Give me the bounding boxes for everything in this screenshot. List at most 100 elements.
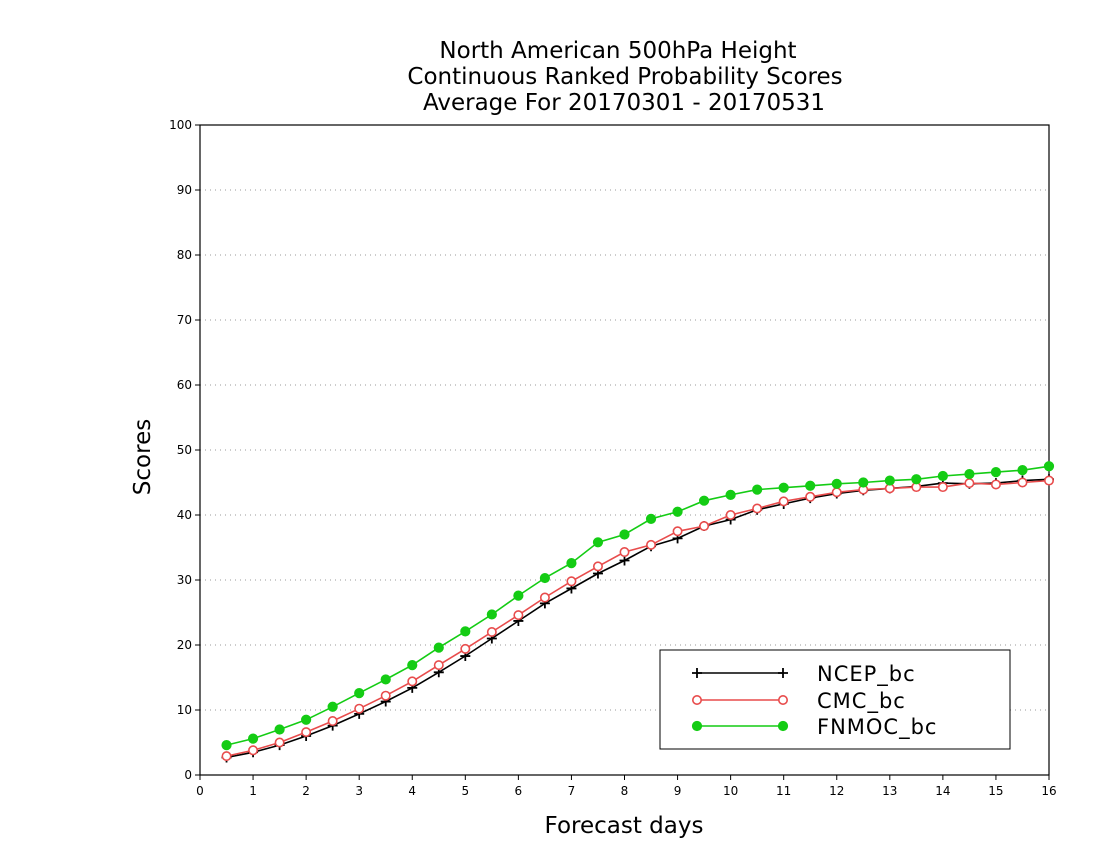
x-tick-label: 2 bbox=[302, 784, 310, 798]
data-point-cmc-bc bbox=[354, 703, 365, 714]
chart-title: North American 500hPa Height Continuous … bbox=[407, 38, 842, 116]
legend-item-ncep-bc: NCEP_bc bbox=[692, 662, 916, 687]
x-tick-label: 12 bbox=[829, 784, 844, 798]
x-tick-label: 14 bbox=[935, 784, 950, 798]
y-tick-label: 20 bbox=[177, 638, 192, 652]
data-point-cmc-bc bbox=[831, 487, 842, 498]
data-point-fnmoc-bc bbox=[778, 482, 789, 493]
data-point-fnmoc-bc bbox=[911, 474, 922, 485]
y-tick-label: 0 bbox=[184, 768, 192, 782]
data-point-cmc-bc bbox=[672, 526, 683, 537]
title-line-2: Continuous Ranked Probability Scores bbox=[407, 64, 842, 90]
data-point-fnmoc-bc bbox=[698, 495, 710, 506]
x-tick-label: 4 bbox=[408, 784, 416, 798]
x-axis-ticks: 0 1 2 3 4 5 6 7 8 9 10 11 12 13 14 15 16 bbox=[196, 775, 1057, 798]
data-point-fnmoc-bc bbox=[1017, 465, 1028, 476]
data-point-cmc-bc bbox=[937, 482, 948, 493]
data-point-cmc-bc bbox=[460, 643, 471, 654]
data-point-cmc-bc bbox=[699, 521, 710, 532]
data-point-fnmoc-bc bbox=[221, 740, 232, 751]
legend-item-cmc-bc: CMC_bc bbox=[691, 689, 906, 714]
data-point-cmc-bc bbox=[1017, 477, 1028, 488]
y-tick-label: 30 bbox=[177, 573, 192, 587]
y-tick-label: 70 bbox=[177, 313, 192, 327]
x-tick-label: 13 bbox=[882, 784, 897, 798]
data-point-cmc-bc bbox=[433, 660, 444, 671]
data-series bbox=[221, 461, 1055, 763]
x-tick-label: 9 bbox=[674, 784, 682, 798]
data-point-fnmoc-bc bbox=[433, 642, 444, 653]
data-point-fnmoc-bc bbox=[486, 609, 497, 620]
legend-label: NCEP_bc bbox=[817, 662, 916, 687]
data-point-fnmoc-bc bbox=[672, 506, 683, 517]
legend-marker bbox=[691, 720, 703, 732]
legend-marker bbox=[692, 668, 702, 678]
x-tick-label: 6 bbox=[515, 784, 523, 798]
legend-marker bbox=[777, 720, 789, 732]
x-tick-label: 1 bbox=[249, 784, 257, 798]
data-point-fnmoc-bc bbox=[831, 478, 842, 489]
y-tick-label: 10 bbox=[177, 703, 192, 717]
data-point-cmc-bc bbox=[301, 727, 312, 738]
data-point-cmc-bc bbox=[566, 576, 577, 587]
data-point-fnmoc-bc bbox=[354, 688, 365, 699]
y-axis-label: Scores bbox=[130, 419, 156, 495]
legend-label: FNMOC_bc bbox=[817, 715, 937, 740]
data-point-cmc-bc bbox=[619, 547, 630, 558]
data-point-fnmoc-bc bbox=[645, 513, 657, 525]
data-point-fnmoc-bc bbox=[725, 489, 736, 500]
data-point-fnmoc-bc bbox=[460, 626, 471, 637]
x-tick-label: 11 bbox=[776, 784, 791, 798]
series-fnmoc-bc bbox=[221, 461, 1055, 751]
x-tick-label: 7 bbox=[568, 784, 576, 798]
title-line-1: North American 500hPa Height bbox=[439, 38, 796, 64]
data-point-ncep-bc bbox=[619, 555, 630, 566]
data-point-cmc-bc bbox=[407, 676, 418, 687]
legend-marker bbox=[778, 668, 788, 678]
x-tick-label: 16 bbox=[1041, 784, 1056, 798]
x-tick-label: 5 bbox=[461, 784, 469, 798]
x-tick-label: 8 bbox=[621, 784, 629, 798]
data-point-fnmoc-bc bbox=[592, 537, 604, 548]
x-tick-label: 3 bbox=[355, 784, 363, 798]
y-axis-ticks: 0 10 20 30 40 50 60 70 80 90 100 bbox=[169, 118, 200, 782]
data-point-fnmoc-bc bbox=[1043, 461, 1055, 472]
data-point-cmc-bc bbox=[725, 509, 736, 520]
data-point-fnmoc-bc bbox=[539, 572, 551, 584]
y-tick-label: 100 bbox=[169, 118, 192, 132]
data-point-fnmoc-bc bbox=[566, 558, 577, 569]
data-point-cmc-bc bbox=[1044, 475, 1055, 486]
data-point-cmc-bc bbox=[964, 478, 975, 489]
data-point-fnmoc-bc bbox=[884, 475, 895, 486]
data-point-fnmoc-bc bbox=[990, 467, 1002, 478]
data-point-fnmoc-bc bbox=[964, 468, 975, 480]
data-point-cmc-bc bbox=[646, 539, 657, 550]
data-point-fnmoc-bc bbox=[327, 701, 338, 712]
legend-marker bbox=[691, 694, 702, 705]
data-point-cmc-bc bbox=[221, 751, 232, 762]
data-point-fnmoc-bc bbox=[619, 529, 630, 540]
title-line-3: Average For 20170301 - 20170531 bbox=[423, 90, 825, 116]
data-point-fnmoc-bc bbox=[858, 477, 869, 488]
x-axis-label: Forecast days bbox=[545, 813, 704, 839]
data-point-cmc-bc bbox=[592, 561, 603, 572]
data-point-cmc-bc bbox=[990, 479, 1001, 490]
data-point-cmc-bc bbox=[752, 503, 763, 514]
y-tick-label: 80 bbox=[177, 248, 192, 262]
y-tick-label: 90 bbox=[177, 183, 192, 197]
data-point-fnmoc-bc bbox=[937, 470, 948, 482]
data-point-cmc-bc bbox=[274, 737, 285, 748]
legend-label: CMC_bc bbox=[817, 689, 906, 714]
data-point-cmc-bc bbox=[539, 592, 550, 603]
x-tick-label: 10 bbox=[723, 784, 738, 798]
legend-item-fnmoc-bc: FNMOC_bc bbox=[691, 715, 937, 740]
data-point-cmc-bc bbox=[513, 610, 524, 621]
data-point-cmc-bc bbox=[380, 690, 391, 701]
data-point-fnmoc-bc bbox=[274, 724, 285, 735]
data-point-cmc-bc bbox=[486, 626, 497, 637]
x-tick-label: 0 bbox=[196, 784, 204, 798]
y-tick-label: 40 bbox=[177, 508, 192, 522]
data-point-fnmoc-bc bbox=[805, 480, 816, 491]
